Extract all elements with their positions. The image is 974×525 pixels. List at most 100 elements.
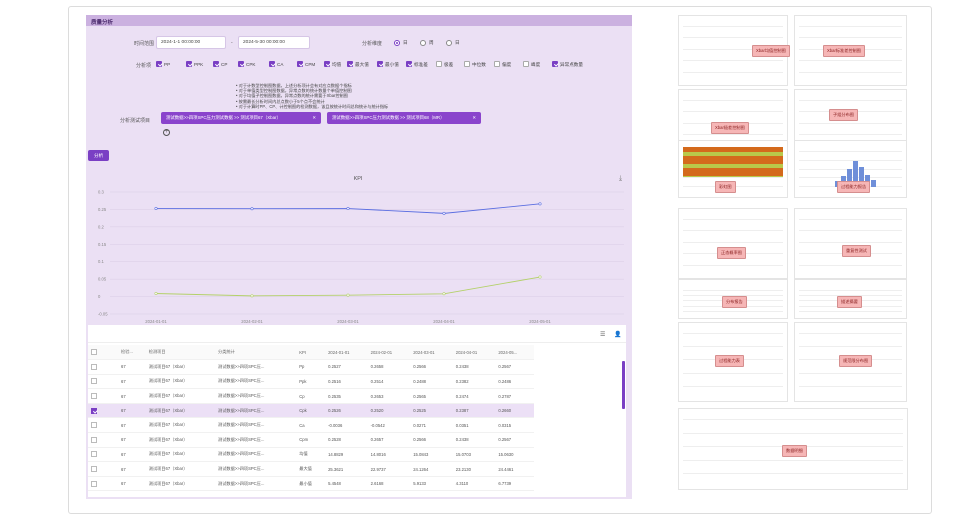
- table-row[interactable]: 67 测试项目67（Xbar） 测试数据>>四项SPC压... Cpk 0.2526 0.…: [88, 403, 534, 419]
- table-row[interactable]: 67 测试项目67（Xbar） 测试数据>>四项SPC压... Cpm 0.2528 0.…: [88, 432, 534, 448]
- table-row[interactable]: 67 测试项目67（Xbar） 测试数据>>四项SPC压... Ca -0.0036 -0…: [88, 417, 534, 434]
- metric-checkbox[interactable]: [238, 61, 244, 67]
- table-scrollbar[interactable]: [622, 361, 625, 409]
- add-circle-icon[interactable]: +: [163, 129, 170, 136]
- data-point[interactable]: [250, 207, 254, 211]
- metric-checkbox[interactable]: [436, 61, 442, 67]
- dimension-radio[interactable]: [420, 40, 426, 46]
- column-header[interactable]: KPI: [296, 345, 326, 361]
- table-row[interactable]: 67 测试项目67（Xbar） 测试数据>>四项SPC压... Ppk 0.2516 0.…: [88, 374, 534, 390]
- table-row[interactable]: 67 测试项目67（Xbar） 测试数据>>四项SPC压... 最大值 25.3621 2…: [88, 461, 534, 477]
- columns-icon[interactable]: ☰: [600, 332, 606, 338]
- thumbnail-gridline: [683, 290, 783, 291]
- test-item-tag[interactable]: 测试数据>>四项SPC压力测试数据 >> 测试项目67（Xbar） ✕: [161, 112, 321, 124]
- row-select-cell[interactable]: [88, 403, 118, 419]
- start-datetime-input[interactable]: 2024-1-1 00:00:00: [156, 36, 226, 49]
- row-select-cell[interactable]: [88, 388, 118, 404]
- select-all-checkbox[interactable]: [91, 349, 97, 356]
- table-row[interactable]: 67 测试项目67（Xbar） 测试数据>>四项SPC压... 最小值 5.4548 2.…: [88, 476, 534, 492]
- row-checkbox[interactable]: [91, 436, 97, 443]
- data-point[interactable]: [250, 294, 254, 298]
- data-point[interactable]: [346, 293, 350, 297]
- metric-checkbox[interactable]: [523, 61, 529, 67]
- table-row[interactable]: 67 测试项目67（Xbar） 测试数据>>四项SPC压... 均值 14.8829 14…: [88, 447, 534, 463]
- row-checkbox[interactable]: [91, 451, 97, 458]
- thumbnail-gridline: [799, 346, 902, 348]
- data-point[interactable]: [538, 202, 542, 206]
- metric-checkbox[interactable]: [186, 61, 192, 67]
- metric-checkbox[interactable]: [324, 61, 330, 67]
- end-datetime-input[interactable]: 2024-5-30 00:00:00: [238, 36, 310, 49]
- column-header[interactable]: 2024-05...: [495, 345, 534, 361]
- row-checkbox[interactable]: [91, 466, 97, 473]
- data-point[interactable]: [442, 292, 446, 296]
- data-point[interactable]: [346, 207, 350, 211]
- histogram-bar: [853, 161, 858, 187]
- row-checkbox[interactable]: [91, 422, 97, 429]
- row-checkbox[interactable]: [91, 363, 97, 370]
- thumbnail-label: 正态概率图: [717, 247, 746, 259]
- row-select-cell[interactable]: [88, 417, 118, 434]
- table-row[interactable]: 67 测试项目67（Xbar） 测试数据>>四项SPC压... Pp 0.2527 0.2…: [88, 359, 534, 375]
- thumbnail-gridline: [683, 310, 783, 312]
- time-range-label: 时间范围: [134, 41, 155, 47]
- row-select-cell[interactable]: [88, 432, 118, 448]
- metric-checkbox[interactable]: [297, 61, 303, 67]
- metric-checkbox[interactable]: [494, 61, 500, 67]
- metric-checkbox[interactable]: [464, 61, 470, 67]
- report-thumbnail[interactable]: [794, 208, 907, 279]
- data-point[interactable]: [154, 292, 158, 296]
- metric-checkbox[interactable]: [552, 61, 558, 67]
- row-checkbox[interactable]: [91, 407, 97, 414]
- column-header[interactable]: 分类统计: [215, 345, 297, 361]
- table-cell: 0.2653: [367, 388, 411, 404]
- thumbnail-label: Xbar标准差控制图: [823, 45, 865, 57]
- metric-checkbox[interactable]: [269, 61, 275, 67]
- row-checkbox[interactable]: [91, 480, 97, 487]
- thumbnail-label: 过程能力表: [715, 355, 744, 367]
- note-item: 对于计数型控制图数据，上述分析项计会有对应点数据个指标: [236, 83, 388, 88]
- thumbnail-gridline: [799, 159, 902, 161]
- column-header[interactable]: 2024-01-01: [325, 345, 368, 361]
- thumbnail-label: Xbar均值控制图: [752, 45, 790, 57]
- table-row[interactable]: 67 测试项目67（Xbar） 测试数据>>四项SPC压... Cp 0.2535 0.2…: [88, 388, 534, 404]
- metric-checkbox[interactable]: [213, 61, 219, 67]
- row-select-cell[interactable]: [88, 374, 118, 390]
- data-point[interactable]: [538, 275, 542, 279]
- column-header[interactable]: 2024-03-01: [410, 345, 453, 361]
- column-header[interactable]: [88, 345, 118, 361]
- dimension-radio[interactable]: [446, 40, 452, 46]
- table-cell: 测试项目67（Xbar）: [145, 476, 216, 492]
- column-header[interactable]: 检测项目: [145, 345, 216, 361]
- table-cell: 67: [118, 359, 146, 375]
- test-item-tag[interactable]: 测试数据>>四项SPC压力测试数据 >> 测试项目68（MR） ✕: [327, 112, 481, 124]
- table-cell: 测试项目67（Xbar）: [145, 461, 216, 477]
- column-header[interactable]: 检验...: [118, 345, 146, 361]
- analyze-button[interactable]: 分析: [88, 150, 110, 161]
- download-icon[interactable]: ⤓: [619, 175, 622, 182]
- row-select-cell[interactable]: [88, 447, 118, 463]
- row-select-cell[interactable]: [88, 476, 118, 492]
- data-point[interactable]: [154, 207, 158, 211]
- metric-checkbox[interactable]: [377, 61, 383, 67]
- table-cell: 测试项目67（Xbar）: [145, 417, 216, 434]
- metric-checkbox[interactable]: [156, 61, 162, 67]
- dimension-radio[interactable]: [394, 40, 400, 46]
- y-tick-label: 0.05: [98, 277, 107, 282]
- report-thumbnail[interactable]: [678, 208, 788, 279]
- row-select-cell[interactable]: [88, 461, 118, 477]
- row-checkbox[interactable]: [91, 378, 97, 385]
- metric-checkbox[interactable]: [347, 61, 353, 67]
- row-checkbox[interactable]: [91, 393, 97, 400]
- column-header[interactable]: 2024-04-01: [452, 345, 496, 361]
- table-cell: 0.2516: [325, 374, 368, 390]
- column-header[interactable]: 2024-02-01: [367, 345, 411, 361]
- row-select-cell[interactable]: [88, 359, 118, 375]
- close-icon[interactable]: ✕: [312, 115, 316, 120]
- metric-checkbox[interactable]: [406, 61, 412, 67]
- table-cell: 0.2520: [367, 403, 411, 419]
- user-icon[interactable]: 👤: [614, 332, 622, 338]
- y-tick-label: 0.1: [98, 259, 104, 264]
- data-point[interactable]: [442, 211, 446, 215]
- close-icon[interactable]: ✕: [472, 115, 476, 120]
